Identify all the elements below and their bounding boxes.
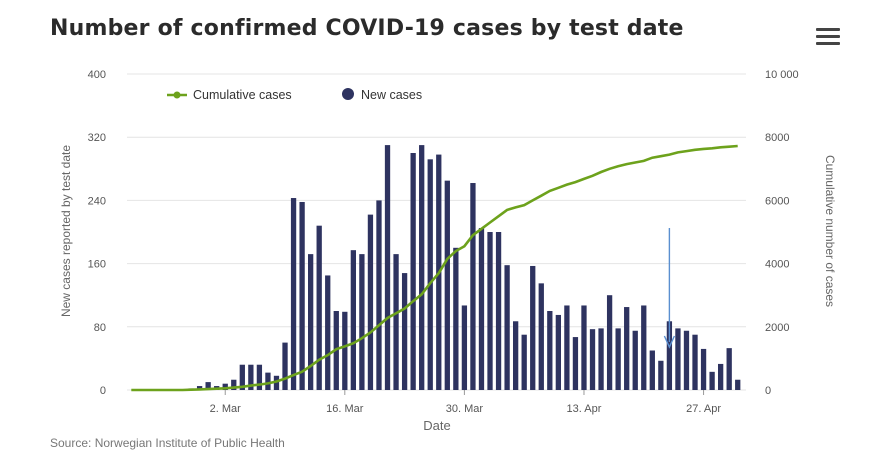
left-tick-label: 80 bbox=[94, 322, 106, 334]
new-cases-bar[interactable] bbox=[521, 334, 527, 390]
new-cases-bar[interactable] bbox=[350, 250, 357, 390]
new-cases-bar[interactable] bbox=[384, 145, 391, 390]
left-tick-label: 240 bbox=[88, 195, 106, 207]
chart-title: Number of confirmed COVID-19 cases by te… bbox=[50, 16, 684, 41]
new-cases-bar[interactable] bbox=[290, 198, 297, 390]
new-cases-bar[interactable] bbox=[461, 305, 468, 390]
new-cases-bar[interactable] bbox=[231, 379, 237, 390]
new-cases-bar[interactable] bbox=[299, 201, 305, 390]
x-tick-label: 27. Apr bbox=[686, 403, 721, 415]
new-cases-bar[interactable] bbox=[282, 342, 288, 390]
new-cases-bar[interactable] bbox=[453, 247, 459, 390]
new-cases-bar[interactable] bbox=[248, 364, 254, 390]
left-tick-label: 320 bbox=[88, 132, 106, 144]
new-cases-bar[interactable] bbox=[598, 328, 604, 390]
new-cases-bar[interactable] bbox=[222, 383, 228, 390]
legend-dot-marker-icon bbox=[342, 88, 354, 100]
new-cases-bar[interactable] bbox=[504, 265, 510, 390]
legend-item-new-cases[interactable]: New cases bbox=[342, 88, 422, 102]
right-axis-title: Cumulative number of cases bbox=[823, 155, 837, 307]
annotation-arrow-icon bbox=[663, 228, 676, 349]
new-cases-bar[interactable] bbox=[581, 305, 587, 390]
new-cases-bar[interactable] bbox=[495, 232, 502, 390]
legend-line-marker-icon bbox=[173, 91, 181, 99]
new-cases-bar[interactable] bbox=[419, 145, 425, 390]
new-cases-bar[interactable] bbox=[256, 364, 263, 390]
cumulative-cases-line bbox=[131, 144, 738, 392]
x-tick-label: 2. Mar bbox=[210, 403, 242, 415]
new-cases-bar[interactable] bbox=[564, 305, 570, 390]
new-cases-bar[interactable] bbox=[649, 350, 655, 391]
new-cases-bar[interactable] bbox=[196, 386, 203, 390]
new-cases-bar[interactable] bbox=[700, 348, 707, 390]
new-cases-bar[interactable] bbox=[265, 372, 271, 390]
new-cases-bar[interactable] bbox=[606, 295, 613, 390]
source-note: Source: Norwegian Institute of Public He… bbox=[50, 436, 285, 450]
x-tick-label: 30. Mar bbox=[446, 403, 484, 415]
legend-label-new-cases: New cases bbox=[361, 88, 422, 102]
new-cases-bar[interactable] bbox=[239, 364, 245, 390]
new-cases-bar[interactable] bbox=[658, 360, 664, 390]
legend-item-cumulative[interactable]: Cumulative cases bbox=[167, 88, 292, 102]
new-cases-bar[interactable] bbox=[666, 321, 673, 390]
right-tick-label: 8000 bbox=[765, 132, 789, 144]
new-cases-bar[interactable] bbox=[615, 328, 621, 390]
new-cases-bars bbox=[171, 145, 741, 391]
new-cases-bar[interactable] bbox=[572, 337, 579, 390]
new-cases-bar[interactable] bbox=[410, 153, 416, 390]
new-cases-bar[interactable] bbox=[342, 311, 348, 390]
new-cases-bar[interactable] bbox=[624, 307, 630, 390]
new-cases-bar[interactable] bbox=[307, 254, 314, 390]
new-cases-bar[interactable] bbox=[547, 311, 553, 390]
new-cases-bar[interactable] bbox=[735, 379, 741, 390]
new-cases-bar[interactable] bbox=[367, 214, 374, 390]
new-cases-bar[interactable] bbox=[717, 363, 724, 390]
legend[interactable]: Cumulative cases New cases bbox=[167, 88, 422, 102]
right-tick-label: 6000 bbox=[765, 195, 789, 207]
new-cases-bar[interactable] bbox=[359, 254, 365, 390]
new-cases-bar[interactable] bbox=[512, 321, 519, 390]
new-cases-bar[interactable] bbox=[273, 375, 280, 390]
legend-label-cumulative: Cumulative cases bbox=[193, 88, 292, 102]
right-tick-label: 0 bbox=[765, 385, 771, 397]
new-cases-bar[interactable] bbox=[470, 183, 476, 390]
new-cases-bar[interactable] bbox=[641, 305, 647, 390]
new-cases-bar[interactable] bbox=[427, 159, 433, 390]
new-cases-bar[interactable] bbox=[444, 180, 450, 390]
new-cases-bar[interactable] bbox=[555, 314, 562, 390]
x-tick-label: 13. Apr bbox=[567, 403, 602, 415]
left-axis-ticks: 0 80 160 240 320 400 bbox=[88, 69, 106, 397]
new-cases-bar[interactable] bbox=[589, 329, 596, 390]
new-cases-bar[interactable] bbox=[675, 328, 681, 390]
left-axis-title: New cases reported by test date bbox=[59, 145, 73, 317]
hamburger-menu-icon[interactable] bbox=[816, 28, 840, 46]
new-cases-bar[interactable] bbox=[325, 275, 331, 390]
x-axis-title: Date bbox=[423, 418, 450, 433]
new-cases-bar[interactable] bbox=[205, 382, 211, 390]
new-cases-bar[interactable] bbox=[401, 273, 408, 390]
new-cases-bar[interactable] bbox=[530, 265, 536, 390]
new-cases-bar[interactable] bbox=[709, 371, 715, 390]
new-cases-bar[interactable] bbox=[726, 348, 732, 390]
left-tick-label: 160 bbox=[88, 259, 106, 271]
new-cases-bar[interactable] bbox=[487, 232, 493, 390]
right-tick-label: 10 000 bbox=[765, 69, 799, 81]
new-cases-bar[interactable] bbox=[632, 330, 638, 390]
new-cases-bar[interactable] bbox=[538, 283, 544, 390]
right-axis-ticks: 0 2000 4000 6000 8000 10 000 bbox=[765, 69, 799, 397]
new-cases-bar[interactable] bbox=[692, 334, 698, 390]
new-cases-bar[interactable] bbox=[376, 200, 382, 390]
x-axis-ticks: 2. Mar 16. Mar 30. Mar 13. Apr 27. Apr bbox=[210, 390, 721, 415]
right-tick-label: 2000 bbox=[765, 322, 789, 334]
left-tick-label: 400 bbox=[88, 69, 106, 81]
new-cases-bar[interactable] bbox=[393, 254, 399, 390]
x-tick-label: 16. Mar bbox=[326, 403, 364, 415]
left-tick-label: 0 bbox=[100, 385, 106, 397]
right-tick-label: 4000 bbox=[765, 259, 789, 271]
new-cases-bar[interactable] bbox=[316, 225, 322, 390]
new-cases-bar[interactable] bbox=[683, 330, 690, 390]
new-cases-bar[interactable] bbox=[478, 228, 485, 390]
